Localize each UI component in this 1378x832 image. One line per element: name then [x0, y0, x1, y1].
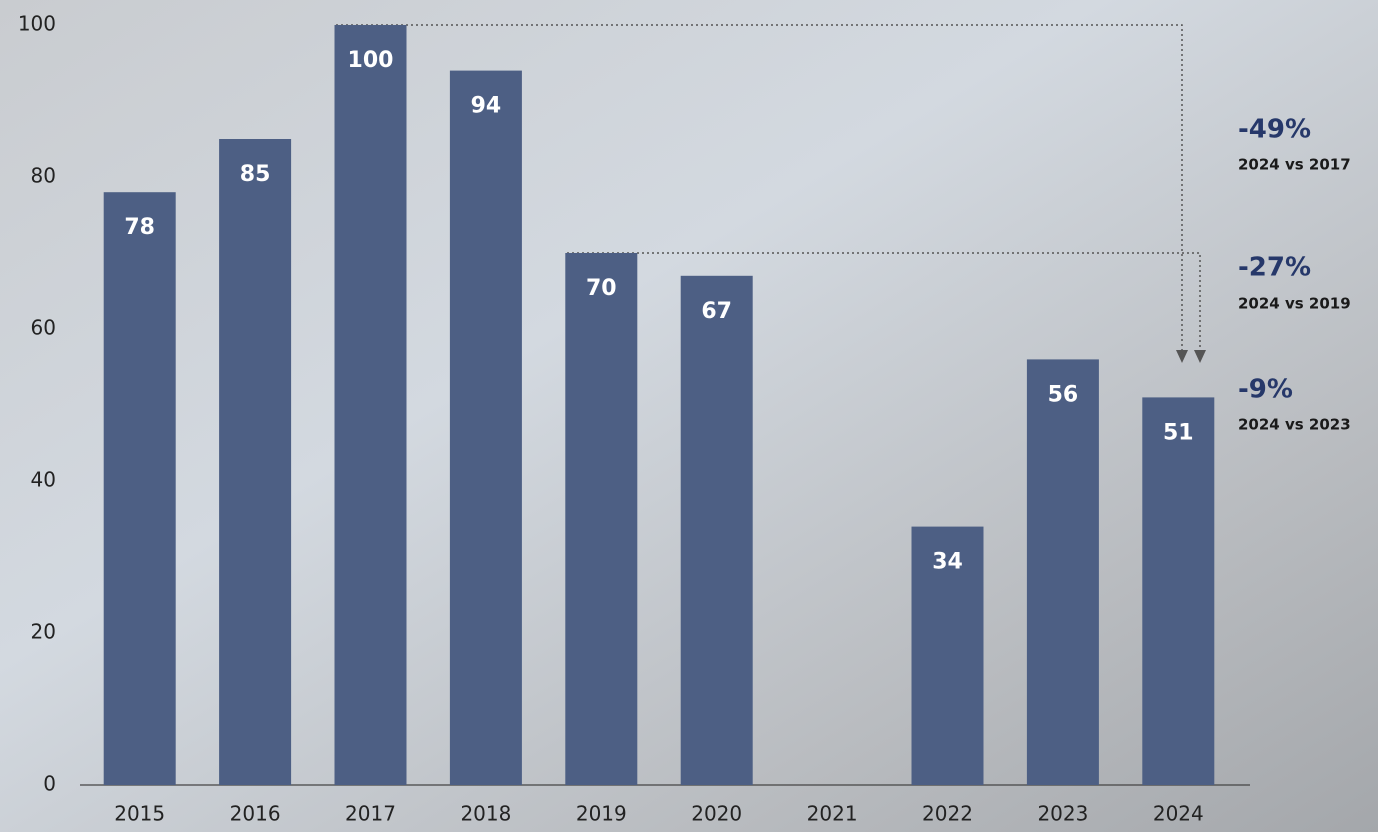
- x-tick-label: 2020: [691, 802, 742, 826]
- y-tick-label: 40: [31, 468, 56, 492]
- bar: [681, 276, 753, 785]
- value-label: 78: [124, 215, 155, 240]
- y-tick-label: 100: [18, 12, 56, 36]
- y-tick-label: 20: [31, 620, 56, 644]
- x-tick-label: 2024: [1153, 802, 1204, 826]
- chart: -49% 2024 vs 2017 -27% 2024 vs 2019 -9% …: [0, 0, 1378, 832]
- bar: [450, 71, 522, 785]
- annotation-note: 2024 vs 2017: [1238, 156, 1351, 174]
- y-tick-label: 60: [31, 316, 56, 340]
- bar: [335, 25, 407, 785]
- bar: [1027, 359, 1099, 785]
- value-label: 100: [348, 48, 394, 73]
- value-label: 56: [1048, 382, 1079, 407]
- value-label: 70: [586, 276, 617, 301]
- y-tick-label: 0: [43, 772, 56, 796]
- bar: [104, 192, 176, 785]
- value-label: 51: [1163, 420, 1194, 445]
- value-label: 85: [240, 162, 271, 187]
- x-tick-label: 2016: [230, 802, 281, 826]
- annotation-note: 2024 vs 2019: [1238, 295, 1351, 313]
- x-tick-label: 2021: [807, 802, 858, 826]
- x-tick-label: 2015: [114, 802, 165, 826]
- value-label: 34: [932, 550, 963, 575]
- y-tick-label: 80: [31, 164, 56, 188]
- x-tick-label: 2023: [1037, 802, 1088, 826]
- x-tick-label: 2019: [576, 802, 627, 826]
- x-tick-label: 2017: [345, 802, 396, 826]
- bar: [219, 139, 291, 785]
- bar: [565, 253, 637, 785]
- annotation-note: 2024 vs 2023: [1238, 416, 1351, 434]
- x-tick-label: 2018: [460, 802, 511, 826]
- bar: [1142, 397, 1214, 785]
- x-tick-label: 2022: [922, 802, 973, 826]
- annotation-label: -49%: [1238, 115, 1311, 145]
- annotation-label: -9%: [1238, 375, 1293, 405]
- value-label: 94: [471, 94, 502, 119]
- value-label: 67: [701, 299, 732, 324]
- annotation-label: -27%: [1238, 253, 1311, 283]
